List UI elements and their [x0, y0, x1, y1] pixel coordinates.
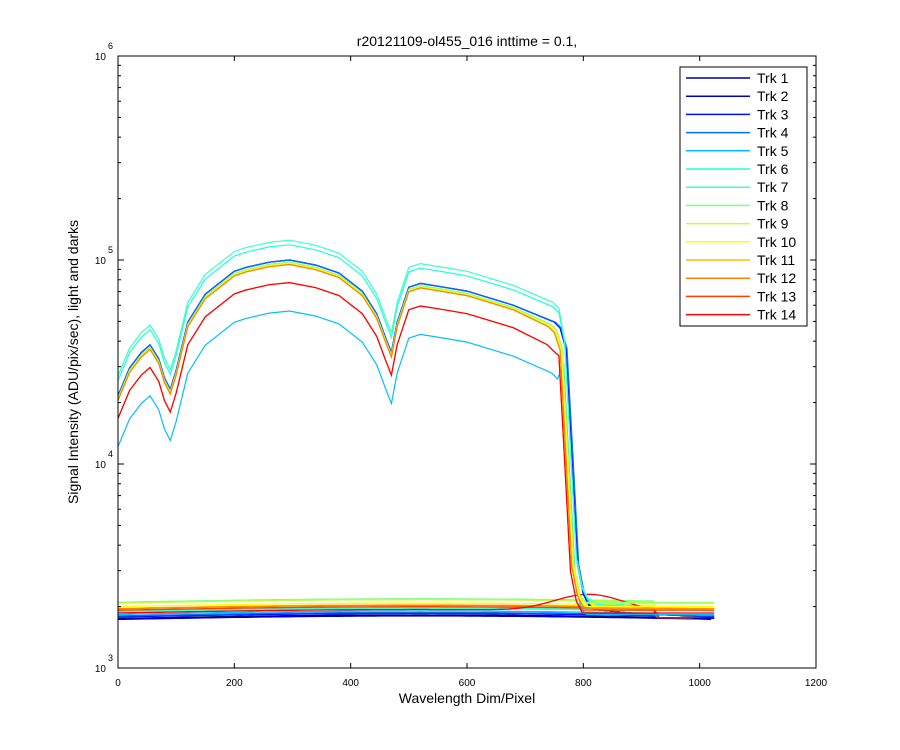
legend-label: Trk 8 [757, 197, 789, 213]
legend-label: Trk 10 [757, 234, 796, 250]
x-tick-label: 400 [342, 678, 359, 689]
legend-box [679, 66, 808, 327]
legend-label: Trk 7 [757, 179, 789, 195]
series-line [117, 281, 715, 614]
series-line [117, 239, 715, 612]
series-layer [117, 239, 715, 621]
x-tick-label: 600 [459, 678, 476, 689]
legend-label: Trk 5 [757, 143, 789, 159]
legend-label: Trk 2 [757, 88, 789, 104]
series-dark-line [117, 615, 712, 621]
legend-label: Trk 9 [757, 216, 789, 232]
legend-label: Trk 1 [757, 70, 789, 86]
x-tick-label: 200 [226, 678, 243, 689]
series-line [117, 310, 715, 616]
series-dark-line [117, 593, 712, 619]
y-tick-exponent: 4 [108, 449, 113, 459]
y-tick-label: 10 [95, 256, 107, 267]
legend: Trk 1 Trk 2 Trk 3 Trk 4 Trk 5 Trk 6 Trk 7 Trk 8… [679, 66, 808, 327]
series-dark-line [117, 602, 712, 619]
x-tick-label: 0 [115, 678, 121, 689]
legend-label: Trk 6 [757, 161, 789, 177]
legend-label: Trk 4 [757, 125, 789, 141]
x-axis: 0 200 400 600 800 1000 1200 [115, 56, 828, 689]
legend-label: Trk 13 [757, 288, 796, 304]
y-tick-exponent: 5 [108, 245, 113, 255]
series-dark-line [117, 598, 712, 619]
legend-label: Trk 3 [757, 106, 789, 122]
x-tick-label: 800 [575, 678, 592, 689]
x-tick-label: 1000 [689, 678, 712, 689]
y-tick-exponent: 6 [108, 41, 113, 51]
y-tick-label: 10 [95, 664, 107, 675]
legend-label: Trk 12 [757, 270, 796, 286]
y-axis-title: Signal Intensity (ADU/pix/sec), light an… [65, 220, 81, 504]
series-dark-line [117, 614, 712, 620]
legend-label: Trk 11 [757, 252, 795, 268]
legend-label: Trk 14 [757, 307, 796, 323]
y-tick-label: 10 [95, 52, 107, 63]
series-dark-line [117, 598, 712, 619]
y-tick-exponent: 3 [108, 653, 113, 663]
x-tick-label: 1200 [805, 678, 828, 689]
y-tick-label: 10 [95, 460, 107, 471]
x-axis-title: Wavelength Dim/Pixel [399, 690, 535, 706]
series-line [117, 263, 715, 610]
chart-title: r20121109-ol455_016 inttime = 0.1, [357, 33, 577, 49]
